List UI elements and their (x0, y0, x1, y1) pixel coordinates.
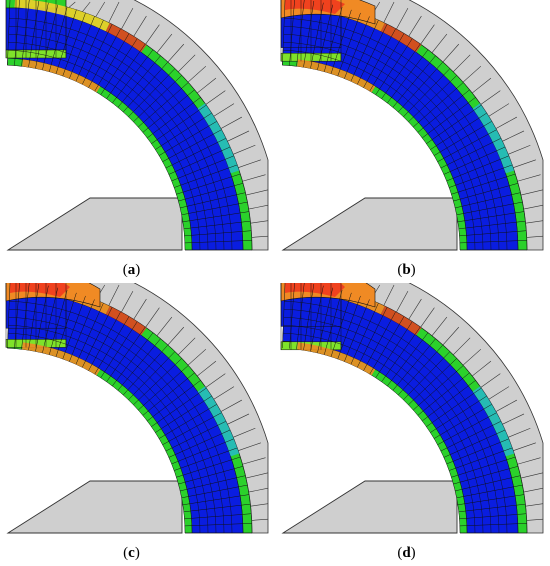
lower-die-plate (6, 197, 183, 251)
fem-bend-plot-c (5, 283, 269, 534)
mesh-grid (5, 283, 252, 534)
lower-die-plate (6, 480, 183, 534)
panel-c: (c) (0, 283, 275, 566)
mesh-grid (5, 0, 252, 251)
panel-a: (a) (0, 0, 275, 283)
panel-caption: (a) (122, 262, 141, 278)
fem-bend-plot-d (280, 283, 544, 534)
stress-hotspots (280, 283, 515, 457)
mesh-grid (280, 0, 527, 251)
panel-d: (d) (275, 283, 550, 566)
fem-bend-plot-a (5, 0, 269, 251)
panel-b: (b) (275, 0, 550, 283)
mesh-grid (280, 283, 527, 534)
fem-bend-plot-b (280, 0, 544, 251)
lower-die-plate (281, 197, 458, 251)
panel-caption: (c) (123, 545, 140, 561)
panel-caption: (b) (397, 262, 416, 278)
stress-hotspots (280, 0, 515, 174)
stress-hotspots (5, 283, 240, 457)
panel-caption: (d) (397, 545, 416, 561)
stress-hotspots (14, 0, 240, 174)
lower-die-plate (281, 480, 458, 534)
